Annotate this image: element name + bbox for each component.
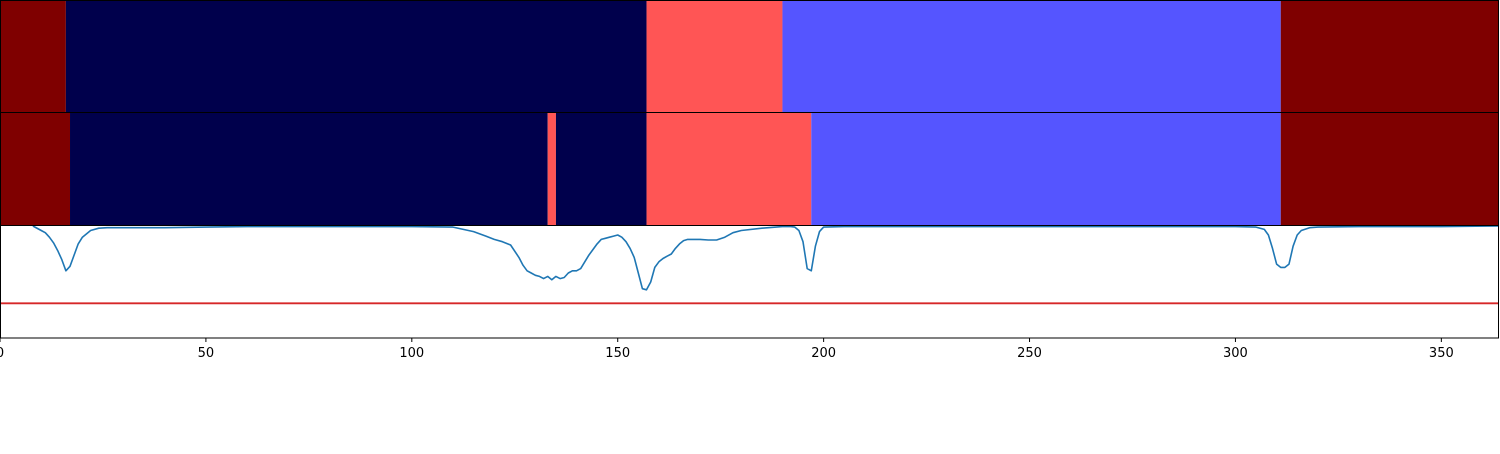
x-tick-label: 100 [399,346,424,361]
x-tick-label: 350 [1429,346,1454,361]
x-tick-label: 200 [811,346,836,361]
x-tick-label: 150 [605,346,630,361]
heatmap-segment [782,1,1281,112]
heatmap-panel-middle [0,112,1499,226]
x-tick-label: 250 [1017,346,1042,361]
heatmap-segment [555,113,647,225]
heatmap-segment [0,1,66,112]
heatmap-segment [646,1,783,112]
x-tick-label: 0 [0,346,4,361]
heatmap-segment [0,113,71,225]
x-axis: 0 50 100 150 200 250 300 350 [0,338,1454,361]
heatmap-segment [65,1,647,112]
x-tick-label: 50 [198,346,215,361]
heatmap-panel-top [0,0,1499,113]
line-panel-background [0,226,1499,338]
heatmap-segment [811,113,1281,225]
panel-frame [0,225,1499,339]
line-panel [0,225,1500,339]
x-tick-label: 300 [1223,346,1248,361]
heatmap-segment [547,113,556,225]
heatmap-segment [1280,1,1499,112]
series-line-blue [32,225,1500,291]
heatmap-segment [1280,113,1499,225]
heatmap-segment [70,113,548,225]
heatmap-segment [646,113,812,225]
